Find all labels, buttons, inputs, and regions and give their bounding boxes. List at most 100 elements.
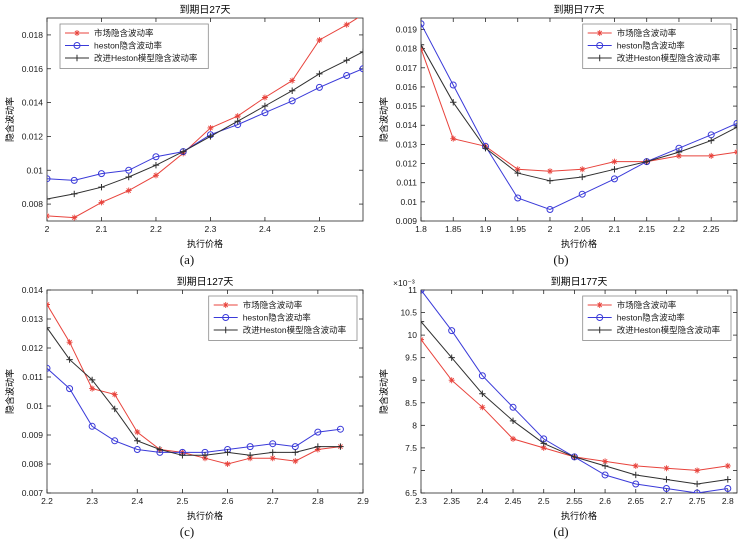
svg-text:9.5: 9.5 xyxy=(405,353,417,363)
svg-text:到期日127天: 到期日127天 xyxy=(177,276,234,288)
svg-text:11: 11 xyxy=(408,285,417,295)
svg-text:改进Heston模型隐含波动率: 改进Heston模型隐含波动率 xyxy=(617,325,721,335)
svg-text:7.5: 7.5 xyxy=(405,443,417,453)
svg-text:执行价格: 执行价格 xyxy=(187,510,223,521)
svg-text:2: 2 xyxy=(548,224,553,234)
svg-text:heston隐含波动率: heston隐含波动率 xyxy=(94,41,163,51)
svg-text:执行价格: 执行价格 xyxy=(561,510,597,521)
svg-text:市场隐含波动率: 市场隐含波动率 xyxy=(617,28,677,38)
svg-text:2.7: 2.7 xyxy=(267,496,279,506)
svg-text:隐含波动率: 隐含波动率 xyxy=(4,369,15,414)
svg-text:2.5: 2.5 xyxy=(313,224,325,234)
svg-text:2.15: 2.15 xyxy=(638,224,655,234)
svg-text:0.014: 0.014 xyxy=(396,120,418,130)
svg-text:改进Heston模型隐含波动率: 改进Heston模型隐含波动率 xyxy=(243,325,347,335)
svg-text:heston隐含波动率: heston隐含波动率 xyxy=(243,313,312,323)
svg-text:市场隐含波动率: 市场隐含波动率 xyxy=(94,28,154,38)
svg-text:2.5: 2.5 xyxy=(538,496,550,506)
svg-text:1.9: 1.9 xyxy=(480,224,492,234)
svg-text:2.2: 2.2 xyxy=(673,224,685,234)
svg-text:2.55: 2.55 xyxy=(566,496,583,506)
svg-text:2.05: 2.05 xyxy=(574,224,591,234)
svg-text:0.008: 0.008 xyxy=(22,199,44,209)
svg-text:0.019: 0.019 xyxy=(396,24,418,34)
subplot-c: 2.2 2.3 2.4 2.5 2.6 2.7 2.8 2.9 0.007 0.008 0.009 0… xyxy=(0,272,374,545)
svg-text:2.1: 2.1 xyxy=(609,224,621,234)
svg-text:2.45: 2.45 xyxy=(505,496,522,506)
svg-text:2.6: 2.6 xyxy=(222,496,234,506)
svg-text:2.2: 2.2 xyxy=(150,224,162,234)
svg-text:0.012: 0.012 xyxy=(22,131,44,141)
svg-text:隐含波动率: 隐含波动率 xyxy=(378,97,389,142)
subplot-a: 2 2.1 2.2 2.3 2.4 2.5 0.008 0.01 0.012 0.014 0.016… xyxy=(0,0,374,272)
svg-text:2.4: 2.4 xyxy=(131,496,143,506)
svg-text:0.012: 0.012 xyxy=(396,159,418,169)
svg-text:9: 9 xyxy=(412,375,417,385)
svg-text:heston隐含波动率: heston隐含波动率 xyxy=(617,313,686,323)
svg-text:heston隐含波动率: heston隐含波动率 xyxy=(617,41,686,51)
caption-c: (c) xyxy=(179,524,195,539)
svg-text:0.007: 0.007 xyxy=(22,488,44,498)
svg-text:2.8: 2.8 xyxy=(722,496,734,506)
svg-text:隐含波动率: 隐含波动率 xyxy=(378,369,389,414)
svg-text:到期日27天: 到期日27天 xyxy=(179,4,230,16)
svg-text:0.018: 0.018 xyxy=(22,30,44,40)
svg-text:隐含波动率: 隐含波动率 xyxy=(4,97,15,142)
svg-text:1.95: 1.95 xyxy=(509,224,526,234)
svg-text:2.9: 2.9 xyxy=(357,496,369,506)
svg-text:2.3: 2.3 xyxy=(415,496,427,506)
svg-text:2.8: 2.8 xyxy=(312,496,324,506)
svg-text:0.01: 0.01 xyxy=(26,165,43,175)
chart-c: 2.2 2.3 2.4 2.5 2.6 2.7 2.8 2.9 0.007 0.008 0.009 0… xyxy=(4,276,369,521)
svg-text:2.4: 2.4 xyxy=(476,496,488,506)
svg-text:到期日177天: 到期日177天 xyxy=(551,276,608,288)
svg-text:7: 7 xyxy=(412,465,417,475)
svg-text:0.009: 0.009 xyxy=(396,216,418,226)
svg-text:2.1: 2.1 xyxy=(96,224,108,234)
svg-text:0.016: 0.016 xyxy=(396,82,418,92)
svg-text:2: 2 xyxy=(45,224,50,234)
svg-text:0.011: 0.011 xyxy=(22,372,43,382)
svg-text:0.011: 0.011 xyxy=(396,178,417,188)
svg-text:2.25: 2.25 xyxy=(703,224,720,234)
svg-text:10.5: 10.5 xyxy=(400,308,417,318)
svg-text:改进Heston模型隐含波动率: 改进Heston模型隐含波动率 xyxy=(617,53,721,63)
svg-text:0.008: 0.008 xyxy=(22,459,44,469)
caption-b: (b) xyxy=(553,252,569,267)
svg-text:0.009: 0.009 xyxy=(22,430,44,440)
svg-text:2.35: 2.35 xyxy=(443,496,460,506)
svg-text:8: 8 xyxy=(412,420,417,430)
svg-text:6.5: 6.5 xyxy=(405,488,417,498)
svg-text:0.014: 0.014 xyxy=(22,285,44,295)
svg-text:0.016: 0.016 xyxy=(22,64,44,74)
svg-text:2.5: 2.5 xyxy=(177,496,189,506)
svg-text:2.7: 2.7 xyxy=(661,496,673,506)
svg-text:0.018: 0.018 xyxy=(396,44,418,54)
caption-d: (d) xyxy=(553,524,569,539)
svg-text:×10⁻³: ×10⁻³ xyxy=(393,278,415,288)
subplot-d: 2.3 2.35 2.4 2.45 2.5 2.55 2.6 2.65 2.7 2.75 2.8 6.… xyxy=(374,272,748,545)
chart-d: 2.3 2.35 2.4 2.45 2.5 2.55 2.6 2.65 2.7 2.75 2.8 6.… xyxy=(378,276,738,521)
svg-text:执行价格: 执行价格 xyxy=(561,238,597,249)
chart-b: 1.8 1.85 1.9 1.95 2 2.05 2.1 2.15 2.2 2.25 0.009 0.… xyxy=(378,4,738,249)
svg-text:0.013: 0.013 xyxy=(22,314,44,324)
svg-text:2.3: 2.3 xyxy=(205,224,217,234)
svg-text:到期日77天: 到期日77天 xyxy=(553,4,604,16)
svg-text:2.3: 2.3 xyxy=(86,496,98,506)
svg-text:2.75: 2.75 xyxy=(689,496,706,506)
svg-text:市场隐含波动率: 市场隐含波动率 xyxy=(617,300,677,310)
chart-a: 2 2.1 2.2 2.3 2.4 2.5 0.008 0.01 0.012 0.014 0.016… xyxy=(4,4,364,249)
svg-text:0.015: 0.015 xyxy=(396,101,418,111)
svg-text:10: 10 xyxy=(408,330,418,340)
subplot-b: 1.8 1.85 1.9 1.95 2 2.05 2.1 2.15 2.2 2.25 0.009 0.… xyxy=(374,0,748,272)
svg-text:市场隐含波动率: 市场隐含波动率 xyxy=(243,300,303,310)
svg-text:8.5: 8.5 xyxy=(405,398,417,408)
svg-text:1.85: 1.85 xyxy=(445,224,462,234)
svg-text:0.012: 0.012 xyxy=(22,343,44,353)
svg-text:0.01: 0.01 xyxy=(26,401,43,411)
svg-text:1.8: 1.8 xyxy=(415,224,427,234)
svg-text:0.014: 0.014 xyxy=(22,98,44,108)
svg-text:0.013: 0.013 xyxy=(396,139,418,149)
svg-text:2.6: 2.6 xyxy=(599,496,611,506)
